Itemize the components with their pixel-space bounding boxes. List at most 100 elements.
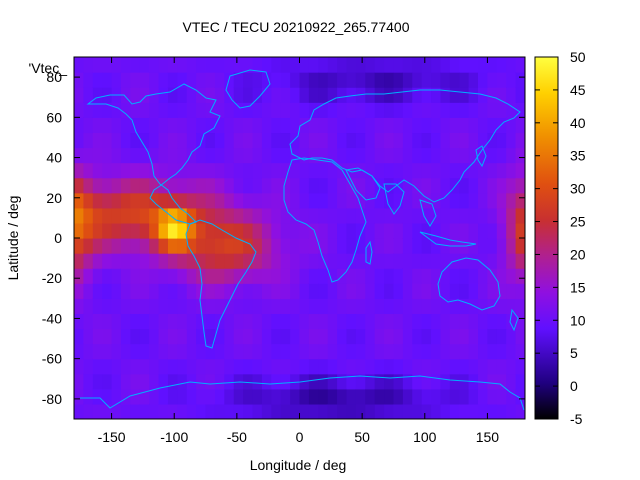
heatmap-cell	[468, 388, 479, 405]
heatmap-cell	[177, 117, 188, 134]
heatmap-cell	[261, 313, 272, 330]
heatmap-cell	[252, 298, 263, 315]
heatmap-cell	[92, 72, 103, 88]
heatmap-cell	[196, 87, 207, 103]
heatmap-cell	[158, 117, 169, 134]
heatmap-cell	[337, 177, 348, 194]
heatmap-cell	[515, 253, 525, 269]
heatmap-cell	[177, 87, 188, 103]
heatmap-cell	[346, 87, 357, 103]
heatmap-cell	[102, 403, 113, 419]
heatmap-cell	[149, 403, 160, 419]
heatmap-cell	[440, 117, 451, 134]
heatmap-cell	[374, 72, 385, 88]
heatmap-cells	[74, 57, 525, 419]
heatmap-cell	[487, 117, 498, 134]
heatmap-cell	[139, 222, 150, 239]
heatmap-cell	[92, 373, 103, 390]
heatmap-cell	[214, 358, 225, 375]
heatmap-cell	[402, 358, 413, 375]
heatmap-cell	[290, 192, 301, 209]
heatmap-cell	[102, 87, 113, 103]
heatmap-cell	[299, 388, 310, 405]
heatmap-cell	[271, 72, 282, 88]
heatmap-cell	[299, 283, 310, 299]
heatmap-cell	[496, 253, 507, 269]
heatmap-cell	[92, 57, 103, 73]
heatmap-cell	[261, 403, 272, 419]
heatmap-cell	[102, 283, 113, 299]
heatmap-cell	[177, 177, 188, 194]
colorbar-tick-label: 45	[570, 82, 586, 98]
heatmap-cell	[318, 207, 329, 224]
heatmap-cell	[412, 192, 423, 209]
heatmap-cell	[402, 343, 413, 360]
heatmap-cell	[139, 253, 150, 269]
heatmap-cell	[421, 268, 432, 284]
heatmap-cell	[261, 192, 272, 209]
heatmap-cell	[515, 57, 525, 73]
heatmap-cell	[337, 283, 348, 299]
heatmap-cell	[449, 358, 460, 375]
heatmap-cell	[102, 162, 113, 179]
heatmap-cell	[139, 87, 150, 103]
heatmap-cell	[196, 177, 207, 194]
heatmap-cell	[515, 177, 525, 194]
heatmap-cell	[271, 283, 282, 299]
heatmap-cell	[74, 283, 84, 299]
heatmap-cell	[120, 358, 131, 375]
heatmap-cell	[487, 72, 498, 88]
heatmap-cell	[158, 57, 169, 73]
heatmap-cell	[271, 253, 282, 269]
heatmap-cell	[308, 117, 319, 134]
heatmap-cell	[487, 403, 498, 419]
heatmap-cell	[243, 253, 254, 269]
heatmap-cell	[393, 283, 404, 299]
heatmap-cell	[149, 192, 160, 209]
heatmap-cell	[120, 373, 131, 390]
heatmap-cell	[92, 238, 103, 254]
heatmap-cell	[280, 253, 291, 269]
heatmap-cell	[158, 102, 169, 118]
heatmap-cell	[233, 117, 244, 134]
heatmap-cell	[421, 403, 432, 419]
heatmap-cell	[374, 343, 385, 360]
heatmap-cell	[233, 388, 244, 405]
heatmap-cell	[120, 298, 131, 315]
heatmap-cell	[92, 358, 103, 375]
x-tick-label: 100	[413, 429, 437, 445]
heatmap-cell	[102, 207, 113, 224]
heatmap-cell	[384, 207, 395, 224]
heatmap-cell	[496, 117, 507, 134]
heatmap-cell	[243, 132, 254, 149]
heatmap-cell	[92, 207, 103, 224]
heatmap-cell	[515, 222, 525, 239]
heatmap-cell	[393, 117, 404, 134]
heatmap-cell	[365, 147, 376, 164]
heatmap-cell	[224, 57, 235, 73]
heatmap-cell	[130, 253, 141, 269]
heatmap-cell	[515, 328, 525, 345]
heatmap-cell	[139, 102, 150, 118]
heatmap-cell	[130, 268, 141, 284]
heatmap-cell	[421, 238, 432, 254]
heatmap-cell	[261, 238, 272, 254]
heatmap-cell	[355, 222, 366, 239]
heatmap-cell	[459, 268, 470, 284]
heatmap-cell	[224, 358, 235, 375]
heatmap-cell	[478, 162, 489, 179]
heatmap-cell	[102, 313, 113, 330]
heatmap-cell	[440, 403, 451, 419]
heatmap-cell	[158, 207, 169, 224]
heatmap-cell	[102, 72, 113, 88]
heatmap-cell	[412, 207, 423, 224]
heatmap-cell	[149, 102, 160, 118]
heatmap-cell	[337, 87, 348, 103]
heatmap-cell	[252, 313, 263, 330]
heatmap-cell	[478, 388, 489, 405]
colorbar-tick-label: 30	[570, 181, 586, 197]
coastline-arabia	[345, 167, 381, 201]
heatmap-cell	[346, 253, 357, 269]
heatmap-cell	[196, 147, 207, 164]
heatmap-cell	[318, 328, 329, 345]
